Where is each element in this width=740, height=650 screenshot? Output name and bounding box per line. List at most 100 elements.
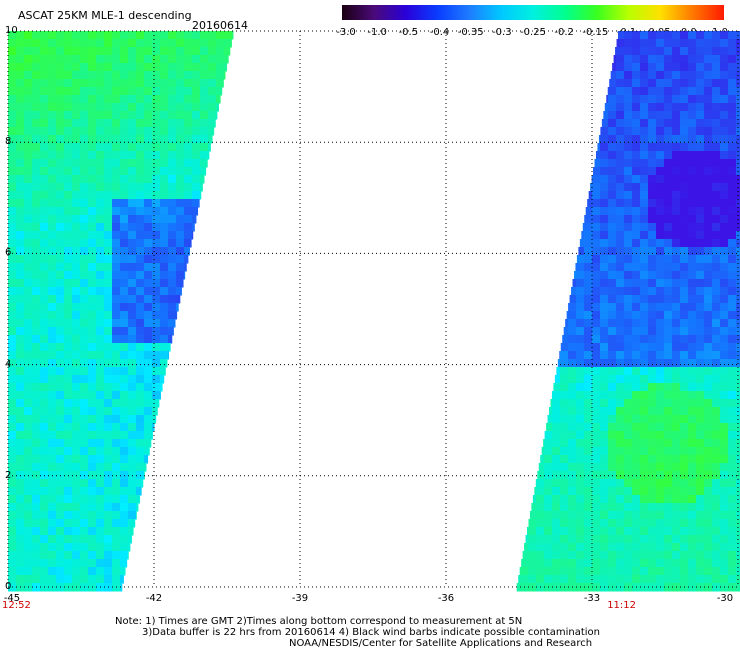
- swath-east-cell: [597, 143, 601, 152]
- swath-east-cell: [560, 479, 569, 488]
- swath-east-cell: [608, 383, 617, 392]
- swath-west-cell: [24, 319, 33, 328]
- swath-east-cell: [534, 487, 537, 496]
- swath-east-cell: [712, 247, 721, 256]
- swath-west-cell: [88, 95, 97, 104]
- swath-west-cell: [120, 559, 128, 568]
- swath-east-cell: [576, 319, 585, 328]
- swath-west-cell: [112, 255, 121, 264]
- swath-west-cell: [136, 39, 145, 48]
- swath-east-cell: [600, 319, 609, 328]
- swath-east-cell: [608, 175, 617, 184]
- swath-west-cell: [80, 119, 89, 128]
- swath-west-cell: [152, 207, 161, 216]
- swath-east-cell: [672, 71, 681, 80]
- swath-west-cell: [48, 399, 57, 408]
- swath-east-cell: [656, 215, 665, 224]
- swath-east-cell: [656, 159, 665, 168]
- swath-east-cell: [632, 311, 641, 320]
- swath-east-cell: [696, 527, 705, 536]
- swath-west-cell: [16, 95, 25, 104]
- swath-west-cell: [80, 527, 89, 536]
- swath-west-cell: [64, 207, 73, 216]
- swath-east-cell: [720, 311, 729, 320]
- swath-west-cell: [152, 255, 161, 264]
- swath-west-cell: [96, 383, 105, 392]
- swath-east-cell: [728, 247, 737, 256]
- swath-west-cell: [104, 279, 113, 288]
- swath-west-cell: [72, 367, 81, 376]
- swath-west-cell: [40, 223, 49, 232]
- swath-west-cell: [136, 327, 145, 336]
- swath-east-cell: [648, 383, 657, 392]
- swath-west-cell: [8, 199, 17, 208]
- swath-west-cell: [104, 271, 113, 280]
- swath-east-cell: [648, 31, 657, 40]
- swath-east-cell: [608, 343, 617, 352]
- swath-west-cell: [8, 151, 17, 160]
- swath-east-cell: [672, 375, 681, 384]
- swath-east-cell: [632, 415, 641, 424]
- swath-west-cell: [144, 279, 153, 288]
- swath-west-cell: [56, 383, 65, 392]
- swath-west-cell: [48, 143, 57, 152]
- swath-east-cell: [680, 431, 689, 440]
- swath-layer: [8, 31, 740, 592]
- swath-east-cell: [656, 431, 665, 440]
- swath-east-cell: [696, 455, 705, 464]
- swath-west-cell: [136, 295, 145, 304]
- swath-east-cell: [624, 551, 633, 560]
- swath-west-cell: [152, 263, 161, 272]
- swath-east-cell: [656, 63, 665, 72]
- swath-east-cell: [656, 151, 665, 160]
- swath-west-cell: [184, 87, 193, 96]
- swath-east-cell: [608, 463, 617, 472]
- swath-east-cell: [728, 255, 737, 264]
- swath-east-cell: [648, 207, 657, 216]
- swath-east-cell: [696, 535, 705, 544]
- swath-west-cell: [120, 111, 129, 120]
- swath-east-cell: [664, 359, 673, 368]
- map-svg: [7, 30, 740, 592]
- swath-east-cell: [525, 535, 529, 544]
- swath-east-cell: [568, 423, 577, 432]
- swath-west-cell: [112, 239, 121, 248]
- swath-east-cell: [672, 527, 681, 536]
- swath-east-cell: [656, 167, 665, 176]
- swath-east-cell: [696, 471, 705, 480]
- swath-west-cell: [40, 351, 49, 360]
- swath-west-cell: [120, 487, 129, 496]
- swath-east-cell: [600, 175, 609, 184]
- swath-west-cell: [112, 31, 121, 40]
- swath-west-cell: [64, 399, 73, 408]
- swath-west-cell: [144, 263, 153, 272]
- grid-layer: [7, 30, 739, 588]
- swath-west-cell: [168, 231, 177, 240]
- swath-east-cell: [568, 511, 577, 520]
- swath-east-cell: [576, 255, 585, 264]
- swath-west-cell: [40, 127, 49, 136]
- swath-west-cell: [216, 71, 225, 80]
- swath-east-cell: [541, 447, 545, 456]
- swath-west-cell: [24, 559, 33, 568]
- swath-east-cell: [688, 527, 697, 536]
- swath-east-cell: [568, 567, 577, 576]
- swath-east-cell: [616, 471, 625, 480]
- swath-east-cell: [648, 511, 657, 520]
- swath-east-cell: [576, 391, 585, 400]
- swath-west-cell: [56, 431, 65, 440]
- swath-east-cell: [584, 439, 593, 448]
- swath-west-cell: [72, 391, 81, 400]
- swath-west-cell: [64, 199, 73, 208]
- swath-east-cell: [608, 375, 617, 384]
- swath-west-cell: [128, 415, 137, 424]
- swath-west-cell: [64, 431, 73, 440]
- swath-west-cell: [40, 335, 49, 344]
- swath-west-cell: [72, 199, 81, 208]
- swath-west-cell: [72, 239, 81, 248]
- swath-east-cell: [616, 55, 625, 64]
- swath-east-cell: [608, 239, 617, 248]
- swath-west-cell: [168, 63, 177, 72]
- swath-east-cell: [624, 471, 633, 480]
- swath-east-cell: [616, 535, 625, 544]
